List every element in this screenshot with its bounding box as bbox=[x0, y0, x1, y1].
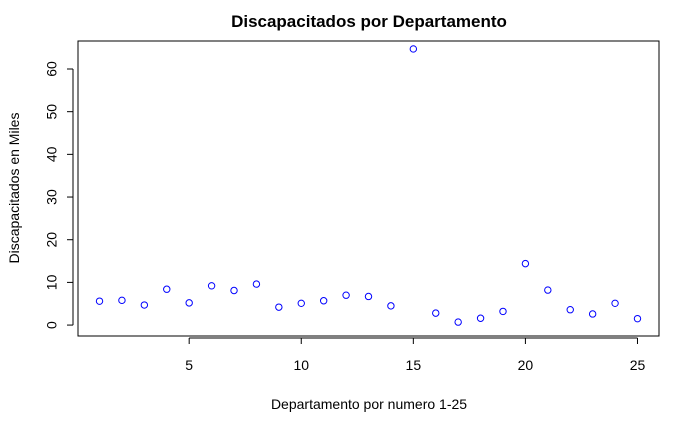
chart-title: Discapacitados por Departamento bbox=[231, 12, 507, 31]
x-tick-label: 20 bbox=[518, 357, 534, 373]
data-point bbox=[185, 299, 193, 307]
y-axis-label: Discapacitados en Miles bbox=[6, 113, 22, 264]
data-point bbox=[454, 318, 462, 326]
data-point bbox=[544, 286, 552, 294]
data-point bbox=[432, 309, 440, 317]
data-point bbox=[342, 291, 350, 299]
y-tick-label: 60 bbox=[44, 61, 60, 77]
plot-area bbox=[77, 40, 660, 337]
data-point bbox=[566, 306, 574, 314]
data-point bbox=[163, 285, 171, 293]
y-tick-label: 50 bbox=[44, 104, 60, 120]
data-point bbox=[252, 280, 261, 288]
data-point bbox=[409, 45, 418, 53]
data-point bbox=[476, 314, 485, 322]
data-point bbox=[118, 296, 126, 305]
data-point bbox=[588, 310, 597, 318]
data-point bbox=[611, 299, 619, 308]
data-point bbox=[364, 292, 373, 301]
data-point bbox=[140, 301, 149, 309]
data-point bbox=[297, 299, 305, 308]
x-tick-label: 10 bbox=[293, 357, 309, 373]
y-tick-label: 30 bbox=[44, 189, 60, 205]
x-axis: 5 10 15 20 25 bbox=[185, 337, 646, 373]
data-point bbox=[633, 314, 642, 323]
x-tick-label: 15 bbox=[406, 357, 422, 373]
data-points bbox=[95, 45, 642, 326]
x-tick-label: 25 bbox=[630, 357, 646, 373]
y-tick-label: 40 bbox=[44, 146, 60, 162]
y-tick-label: 10 bbox=[44, 274, 60, 290]
data-point bbox=[499, 307, 507, 316]
data-point bbox=[230, 286, 238, 295]
x-tick-label: 5 bbox=[185, 357, 193, 373]
y-tick-label: 0 bbox=[44, 321, 60, 329]
x-axis-label: Departamento por numero 1-25 bbox=[271, 396, 467, 412]
data-point bbox=[521, 259, 530, 268]
data-point bbox=[207, 282, 216, 290]
y-axis: 0 10 20 30 40 50 60 bbox=[44, 61, 74, 329]
y-tick-label: 20 bbox=[44, 232, 60, 248]
data-point bbox=[387, 302, 395, 310]
data-point bbox=[319, 297, 328, 305]
data-point bbox=[95, 297, 104, 305]
data-point bbox=[275, 303, 283, 311]
